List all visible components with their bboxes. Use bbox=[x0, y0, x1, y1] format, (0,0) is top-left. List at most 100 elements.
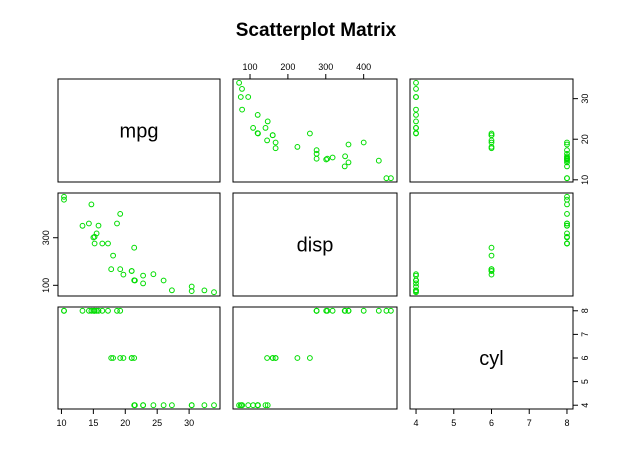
data-point bbox=[90, 234, 97, 241]
data-point bbox=[413, 287, 419, 294]
data-point bbox=[236, 79, 243, 86]
data-point bbox=[564, 175, 570, 182]
panel-disp-vs-disp: disp bbox=[232, 192, 398, 297]
data-point bbox=[160, 277, 167, 284]
data-point bbox=[79, 222, 86, 229]
data-point bbox=[324, 155, 331, 162]
data-point bbox=[313, 307, 320, 314]
data-point bbox=[345, 141, 352, 148]
data-point bbox=[294, 355, 301, 361]
bottom-axis-mpg: 10 15 20 25 30 bbox=[56, 408, 194, 428]
data-point bbox=[131, 244, 138, 251]
data-point bbox=[90, 307, 97, 314]
panel-cyl-vs-mpg bbox=[57, 306, 221, 410]
tick-label: 25 bbox=[152, 418, 162, 428]
data-point bbox=[307, 355, 313, 361]
panel-frame bbox=[57, 192, 221, 297]
data-point bbox=[117, 307, 124, 314]
data-point bbox=[564, 163, 570, 170]
data-point bbox=[105, 307, 111, 314]
data-point bbox=[117, 355, 124, 361]
data-point bbox=[375, 157, 382, 164]
data-point bbox=[564, 220, 570, 227]
data-point bbox=[93, 307, 100, 314]
data-point bbox=[150, 271, 157, 278]
data-point bbox=[160, 402, 167, 409]
data-point bbox=[413, 79, 419, 86]
tick-label: 4 bbox=[580, 403, 590, 408]
panel-frame bbox=[232, 306, 398, 410]
tick-label: 100 bbox=[243, 62, 258, 72]
data-point bbox=[488, 268, 495, 274]
data-point bbox=[250, 125, 257, 131]
data-point bbox=[201, 287, 208, 294]
data-point bbox=[488, 130, 495, 137]
data-point bbox=[88, 201, 95, 208]
data-point bbox=[95, 222, 102, 229]
data-point bbox=[188, 402, 195, 409]
data-point bbox=[201, 402, 208, 409]
data-point bbox=[239, 402, 246, 409]
data-point bbox=[342, 307, 349, 314]
chart-title: Scatterplot Matrix bbox=[236, 20, 397, 41]
tick-label: 7 bbox=[580, 332, 590, 337]
panel-mpg-vs-cyl bbox=[409, 78, 574, 183]
tick-label: 8 bbox=[564, 418, 569, 428]
data-point bbox=[150, 402, 157, 409]
tick-label: 20 bbox=[580, 134, 590, 144]
data-point bbox=[140, 272, 147, 279]
tick-label: 7 bbox=[527, 418, 532, 428]
data-point bbox=[488, 252, 495, 259]
data-point bbox=[131, 402, 138, 409]
data-point bbox=[262, 402, 269, 409]
data-point bbox=[564, 240, 570, 247]
tick-label: 30 bbox=[580, 94, 590, 104]
data-point bbox=[188, 283, 195, 290]
tick-label: 6 bbox=[580, 355, 590, 360]
data-point bbox=[245, 402, 252, 409]
tick-label: 15 bbox=[88, 418, 98, 428]
data-point bbox=[120, 271, 127, 278]
data-point bbox=[564, 201, 570, 208]
panel-frame bbox=[57, 78, 221, 183]
tick-label: 5 bbox=[580, 379, 590, 384]
data-point bbox=[117, 211, 124, 217]
top-axis-disp: 100 200 300 400 bbox=[243, 62, 371, 80]
data-point bbox=[413, 118, 419, 125]
data-point bbox=[564, 141, 570, 148]
data-point bbox=[564, 153, 570, 160]
data-point bbox=[294, 144, 301, 150]
data-point bbox=[61, 307, 67, 314]
data-point bbox=[413, 280, 419, 287]
data-point bbox=[264, 355, 271, 361]
panel-cyl-vs-cyl: cyl bbox=[409, 306, 574, 410]
data-point bbox=[413, 125, 419, 131]
data-point bbox=[329, 154, 336, 161]
data-point bbox=[99, 240, 106, 247]
tick-label: 10 bbox=[580, 175, 590, 185]
data-point bbox=[237, 94, 244, 100]
data-point bbox=[105, 240, 111, 247]
data-point bbox=[61, 193, 67, 200]
data-point bbox=[360, 139, 367, 146]
data-point bbox=[413, 86, 419, 92]
data-point bbox=[313, 155, 320, 162]
data-point bbox=[564, 139, 570, 146]
data-point bbox=[61, 196, 67, 203]
data-point bbox=[488, 266, 495, 273]
data-point bbox=[323, 156, 330, 163]
data-point bbox=[131, 355, 138, 361]
data-point bbox=[342, 153, 349, 160]
data-point bbox=[239, 106, 246, 113]
tick-label: 400 bbox=[356, 62, 371, 72]
diagonal-label-mpg: mpg bbox=[120, 121, 159, 143]
panel-frame bbox=[409, 78, 574, 183]
data-point bbox=[188, 288, 195, 295]
data-point bbox=[264, 118, 271, 125]
left-axis-disp: 100 300 bbox=[41, 230, 59, 293]
data-point bbox=[564, 211, 570, 217]
data-point bbox=[114, 220, 120, 227]
data-point bbox=[313, 147, 320, 154]
tick-label: 4 bbox=[414, 418, 419, 428]
